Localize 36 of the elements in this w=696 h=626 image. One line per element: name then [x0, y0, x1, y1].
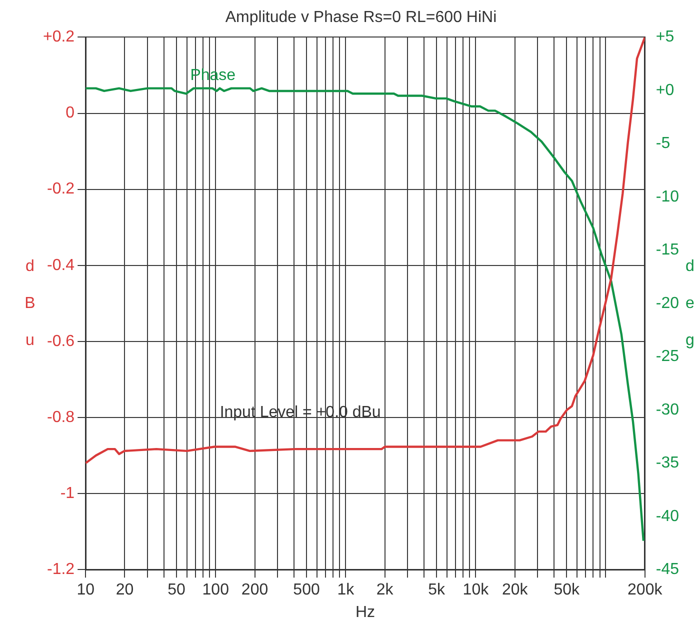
y-tick-label: -0.6 [47, 332, 75, 350]
x-tick-label: 100 [202, 582, 230, 599]
y2-tick-label: -30 [656, 401, 680, 418]
x-tick-label: 50 [168, 582, 186, 599]
y-tick-label: -0.2 [47, 180, 75, 198]
y-tick-label: +0.2 [42, 28, 75, 46]
y2-tick-label: -10 [656, 188, 680, 206]
y-tick-label: -0.8 [47, 408, 75, 426]
x-tick-label: 200k [628, 582, 664, 599]
y2-tick-label: -35 [656, 454, 680, 472]
x-tick-label: 10k [462, 582, 490, 599]
y2-tick-label: -5 [656, 135, 670, 152]
y2-tick-label: +5 [656, 28, 674, 46]
x-axis-title: Hz [355, 604, 376, 621]
x-tick-label: 10 [76, 582, 95, 599]
x-tick-label: 5k [428, 582, 446, 599]
y-tick-label: 0 [66, 104, 75, 122]
y2-tick-label: +0 [656, 82, 674, 99]
x-tick-label: 50k [554, 582, 580, 599]
x-tick-label: 20 [116, 582, 134, 599]
x-tick-label: 200 [241, 582, 268, 599]
text: deg [686, 258, 694, 349]
text: dBu [24, 258, 36, 349]
y-tick-label: -1 [60, 484, 75, 502]
y2-tick-label: -25 [656, 348, 680, 366]
x-tick-label: 1k [337, 582, 356, 599]
y-tick-label: -0.4 [47, 256, 75, 274]
x-tick-label: 20k [502, 582, 529, 599]
y2-tick-label: -45 [656, 561, 680, 578]
y2-tick-label: -15 [656, 242, 680, 259]
y-tick-label: -1.2 [47, 561, 75, 578]
y2-tick-label: -20 [656, 294, 680, 312]
x-tick-label: 2k [376, 582, 394, 599]
chart-title: Amplitude v Phase Rs=0 RL=600 HiNi [225, 9, 497, 26]
y2-tick-label: -40 [656, 508, 680, 525]
x-tick-label: 500 [293, 582, 320, 599]
